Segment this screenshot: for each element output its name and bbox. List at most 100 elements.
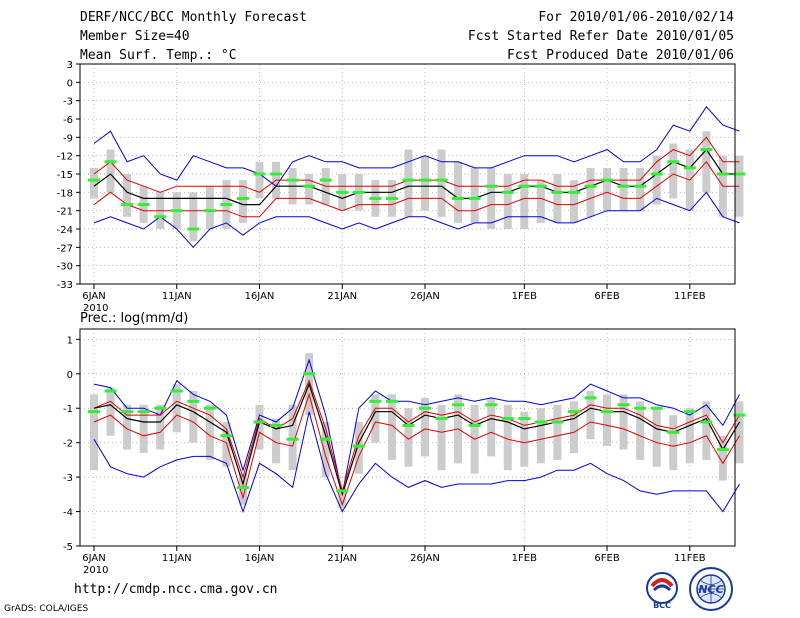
prec-xtick-label: 6FEB (594, 553, 619, 564)
prec-member-marker (286, 437, 299, 441)
prec-spread-bar (139, 404, 148, 453)
prec-xtick-label: 6JAN (82, 553, 105, 564)
temp-member-marker (617, 184, 630, 188)
prec-spread-bar (603, 394, 612, 447)
temp-max-line (93, 105, 740, 187)
temp-member-marker (419, 178, 431, 182)
prec-spread-bar (404, 408, 413, 467)
prec-member-marker (154, 406, 167, 410)
forecast-start-date: Fcst Started Refer Date 2010/01/05 (467, 29, 734, 44)
prec-member-marker (236, 485, 249, 489)
prec-spread-bar (156, 404, 165, 450)
prec-member-marker (419, 406, 431, 410)
temp-member-marker (667, 160, 680, 164)
temp-ytick-label: -3 (63, 97, 73, 108)
prec-spread-bar (123, 404, 132, 450)
prec-ytick-label: -3 (63, 473, 73, 484)
prec-spread-bar (503, 404, 512, 471)
prec-spread-bar (520, 411, 529, 467)
prec-member-marker (170, 389, 183, 393)
prec-member-marker (667, 430, 680, 434)
temp-ytick-label: -30 (57, 262, 73, 273)
temp-member-marker (601, 178, 614, 182)
prec-xtick-label: 26JAN (410, 553, 440, 564)
source-url[interactable]: http://cmdp.ncc.cma.gov.cn (74, 582, 278, 597)
temp-spread-bar (305, 174, 314, 205)
temp-ytick-label: -15 (57, 170, 73, 181)
prec-spread-bar (735, 401, 744, 464)
prec-xtick-label: 11FEB (674, 553, 706, 564)
prec-member-marker (551, 420, 564, 424)
prec-member-marker (121, 410, 134, 414)
temp-xtick-label: 6JAN (82, 291, 105, 302)
temp-member-marker (270, 172, 283, 176)
temp-member-marker (88, 178, 100, 182)
temp-member-marker (203, 209, 216, 213)
prec-member-marker (617, 403, 630, 407)
temp-xtick-label: 21JAN (327, 291, 357, 302)
prec-member-marker (336, 489, 349, 493)
temp-spread-bar (553, 174, 562, 223)
prec-member-marker (220, 434, 233, 438)
temp-spread-bar (586, 167, 595, 217)
temp-ytick-label: 3 (67, 60, 73, 71)
prec-member-marker (683, 410, 696, 414)
temp-panel: 3 0 -3 -6 -9 -12 -15 -18 -21 -24 -27 -30 -33 6JAN 11JA… (57, 60, 746, 314)
temp-member-marker (336, 190, 349, 194)
temp-member-marker (369, 196, 382, 200)
prec-spread-bar (669, 415, 678, 471)
prec-member-marker (634, 406, 647, 410)
temp-member-marker (303, 184, 316, 188)
prec-member-marker (501, 417, 514, 421)
svg-text:BCC: BCC (653, 601, 671, 610)
prec-xtick-label: 16JAN (245, 553, 275, 564)
temp-spread-bar (255, 161, 264, 199)
temp-member-marker (452, 196, 465, 200)
temp-spread-bar (421, 155, 429, 211)
prec-member-marker (700, 420, 713, 424)
temp-member-marker (485, 184, 498, 188)
temp-spread-bar (669, 143, 678, 199)
temp-spread-bar (603, 167, 612, 211)
prec-ytick-label: 1 (67, 335, 73, 346)
prec-member-marker (452, 403, 465, 407)
temp-member-marker (319, 178, 332, 182)
temp-member-marker (435, 178, 448, 182)
prec-member-marker (650, 406, 663, 410)
prec-year-label: 2010 (83, 565, 108, 576)
temp-spread-bar (437, 149, 446, 217)
temp-spread-bar (636, 167, 645, 211)
temp-ytick-label: -33 (57, 280, 73, 291)
temp-ytick-label: -9 (63, 133, 73, 144)
temp-member-marker (236, 196, 249, 200)
temp-member-marker (385, 196, 398, 200)
prec-spread-bar (421, 397, 429, 457)
prec-panel-title: Prec.: log(mm/d) (80, 311, 188, 326)
temp-member-marker (716, 172, 729, 176)
prec-spread-bar (272, 418, 281, 464)
prec-xtick-label: 11JAN (162, 553, 192, 564)
temp-spread-bar (619, 167, 628, 211)
prec-member-marker (253, 420, 266, 424)
temp-spread-bar (536, 180, 545, 223)
prec-spread-bar (387, 394, 396, 460)
temp-member-marker (286, 178, 299, 182)
temp-member-marker (700, 148, 713, 152)
prec-spread-bar (238, 473, 247, 505)
temp-member-marker (551, 190, 564, 194)
prec-spread-bar (702, 401, 711, 460)
temp-xtick-label: 16JAN (245, 291, 275, 302)
temp-spread-bar (454, 161, 463, 223)
prec-spread-bar (106, 387, 115, 436)
temp-ytick-label: -21 (57, 207, 73, 218)
prec-member-marker (104, 389, 117, 393)
temp-xtick-label: 11JAN (162, 291, 192, 302)
prec-ytick-label: -4 (63, 508, 73, 519)
temp-min-line (93, 191, 740, 249)
temp-ytick-label: -6 (63, 115, 73, 126)
prec-min-line (93, 411, 740, 514)
forecast-produced-date: Fcst Produced Date 2010/01/06 (507, 48, 734, 63)
prec-mean-line (93, 382, 741, 497)
prec-xtick-label: 1FEB (512, 553, 537, 564)
bcc-logo: BCC (646, 572, 678, 610)
